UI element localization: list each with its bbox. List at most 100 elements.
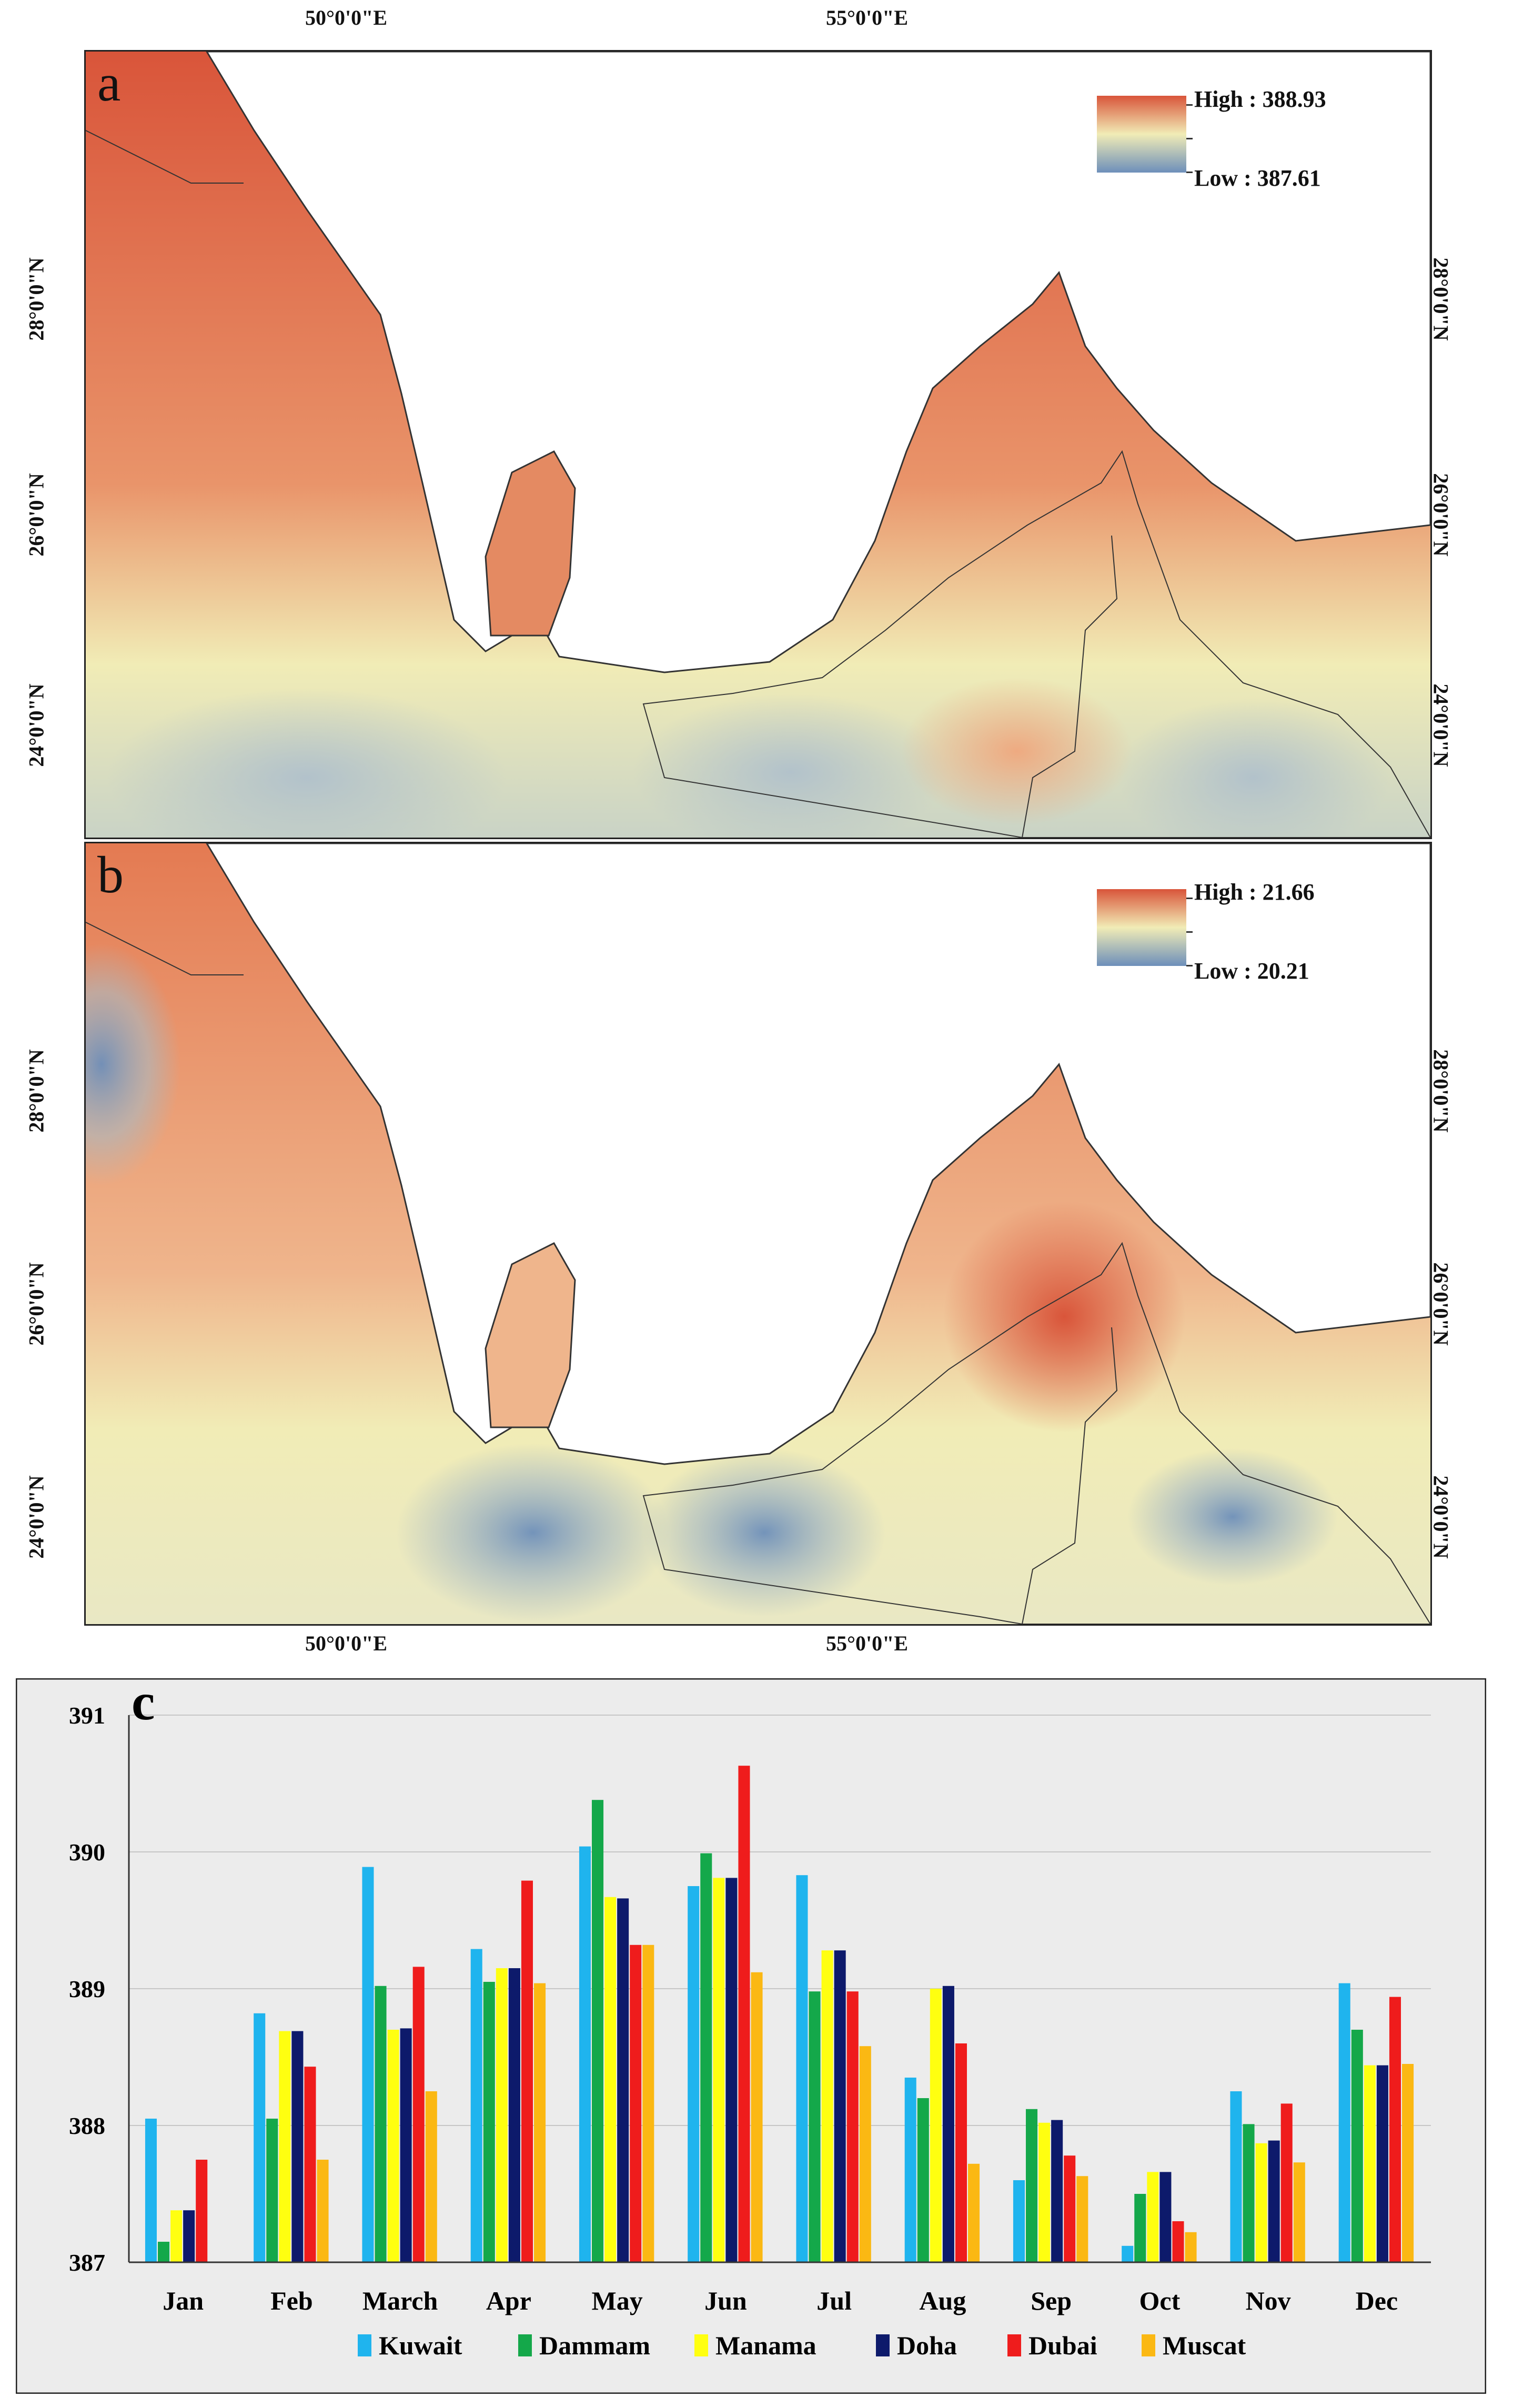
map-a-low-zone-central [633, 693, 949, 838]
map-a-lat-right-28n: 28°0'0"N [1429, 257, 1453, 341]
bar-apr-dammam [483, 1982, 495, 2262]
map-a-legend-tick-mid [1186, 138, 1193, 139]
x-tick-label-apr: Apr [486, 2286, 531, 2315]
map-b-warm-zone-musandam [943, 1201, 1185, 1433]
legend-swatch-dammam [518, 2334, 532, 2356]
map-b-surface [86, 843, 1430, 1624]
bar-apr-muscat [534, 1983, 546, 2262]
bar-jul-dammam [809, 1991, 821, 2262]
x-tick-label-feb: Feb [270, 2286, 313, 2315]
map-b-lat-right-26n: 26°0'0"N [1429, 1262, 1453, 1346]
x-tick-label-oct: Oct [1139, 2286, 1181, 2315]
legend-swatch-doha [876, 2334, 890, 2356]
bar-may-kuwait [579, 1846, 591, 2262]
bar-jun-dubai [738, 1766, 750, 2262]
bar-feb-kuwait [254, 2013, 266, 2262]
map-a-lat-right-24n: 24°0'0"N [1429, 683, 1453, 767]
legend-label-muscat: Muscat [1163, 2331, 1246, 2360]
map-b-low-zone-central [643, 1448, 885, 1617]
map-a-kuwait-border [86, 130, 244, 184]
map-a-lon-label-50e: 50°0'0"E [305, 6, 387, 29]
chart-c: 387 388 389 390 391 Jan Feb March Apr May Jun Jul A… [15, 1672, 1487, 2394]
bar-jun-dammam [700, 1853, 712, 2262]
map-a-low-zone-west [107, 688, 507, 838]
bar-nov-doha [1268, 2140, 1280, 2262]
legend-swatch-muscat [1142, 2334, 1155, 2356]
bar-feb-muscat [317, 2160, 329, 2262]
x-tick-label-jan: Jan [163, 2286, 204, 2315]
bar-sep-kuwait [1013, 2180, 1025, 2262]
bar-nov-dammam [1243, 2124, 1255, 2262]
bar-jan-kuwait [145, 2119, 157, 2262]
legend-swatch-kuwait [358, 2334, 371, 2356]
x-tick-label-aug: Aug [919, 2286, 966, 2315]
bar-oct-dammam [1134, 2194, 1146, 2262]
bar-may-dammam [592, 1800, 604, 2262]
map-b-legend-tick-mid [1186, 931, 1193, 933]
x-tick-label-march: March [362, 2286, 438, 2315]
map-a-lon-label-55e: 55°0'0"E [826, 6, 908, 29]
bar-aug-doha [942, 1986, 954, 2262]
bar-apr-doha [508, 1968, 520, 2262]
bar-jan-dammam [158, 2242, 170, 2262]
bar-march-manama [387, 2030, 399, 2262]
legend-label-doha: Doha [897, 2331, 957, 2360]
bar-jul-dubai [846, 1991, 859, 2262]
bar-aug-dubai [955, 2043, 967, 2262]
map-b-low-zone-west [396, 1443, 670, 1622]
map-b-oman-border [1022, 1327, 1118, 1624]
bar-dec-dubai [1389, 1997, 1401, 2262]
map-b-low-zone-north [86, 943, 180, 1185]
bar-dec-doha [1376, 2065, 1388, 2262]
map-b-legend-colorbar [1097, 889, 1186, 966]
bar-sep-dubai [1064, 2155, 1076, 2262]
bar-jun-kuwait [688, 1886, 700, 2262]
bar-nov-manama [1255, 2143, 1267, 2262]
bar-aug-kuwait [904, 2078, 916, 2262]
bar-jul-manama [821, 1950, 833, 2262]
bar-jun-manama [713, 1878, 725, 2262]
bar-feb-dammam [266, 2119, 278, 2262]
chart-c-panel-letter: c [132, 1678, 155, 1731]
map-a-legend-high: High : 388.93 [1194, 86, 1326, 112]
map-b-legend-high: High : 21.66 [1194, 879, 1315, 905]
legend-label-manama: Manama [715, 2331, 816, 2360]
bar-jan-dubai [196, 2160, 208, 2262]
bar-apr-manama [496, 1968, 508, 2262]
y-tick-label-387: 387 [69, 2249, 105, 2276]
bar-oct-doha [1159, 2172, 1172, 2262]
bar-sep-dammam [1026, 2109, 1038, 2262]
bar-dec-dammam [1351, 2030, 1363, 2262]
x-tick-label-may: May [592, 2286, 643, 2315]
chart-c-bars [145, 1766, 1414, 2262]
map-a-lat-left-24n: 24°0'0"N [24, 683, 48, 767]
bar-may-muscat [642, 1944, 654, 2262]
map-a-lat-left-26n: 26°0'0"N [24, 473, 48, 557]
map-b-panel-letter: b [97, 845, 124, 904]
bar-feb-manama [279, 2031, 291, 2262]
map-a-legend-tick-low [1186, 172, 1193, 173]
map-b-kuwait-border [86, 922, 244, 975]
bar-sep-doha [1051, 2120, 1063, 2262]
bar-sep-manama [1038, 2122, 1051, 2262]
map-a-oman-border [1022, 535, 1118, 838]
bar-march-doha [400, 2028, 412, 2262]
map-a-warm-zone-oman [901, 678, 1133, 825]
map-b-legend-tick-low [1186, 965, 1193, 966]
bar-jan-manama [170, 2210, 183, 2262]
bar-nov-kuwait [1230, 2091, 1242, 2262]
legend-label-dubai: Dubai [1028, 2331, 1097, 2360]
map-b-low-zone-east [1127, 1448, 1338, 1585]
map-a-legend-tick-high [1186, 104, 1193, 106]
bar-aug-muscat [968, 2163, 980, 2262]
chart-c-svg: 387 388 389 390 391 Jan Feb March Apr May Jun Jul A… [15, 1672, 1487, 2394]
map-b-lon-label-55e: 55°0'0"E [826, 1631, 908, 1655]
map-b-legend-tick-high [1186, 898, 1193, 899]
bar-oct-muscat [1185, 2232, 1197, 2262]
map-b-qatar [485, 1242, 576, 1428]
y-tick-label-391: 391 [69, 1702, 105, 1729]
bar-march-kuwait [362, 1867, 374, 2262]
map-a-surface [86, 52, 1430, 838]
map-b-uae-oman-border [642, 1242, 1430, 1624]
bar-jul-kuwait [796, 1875, 808, 2262]
